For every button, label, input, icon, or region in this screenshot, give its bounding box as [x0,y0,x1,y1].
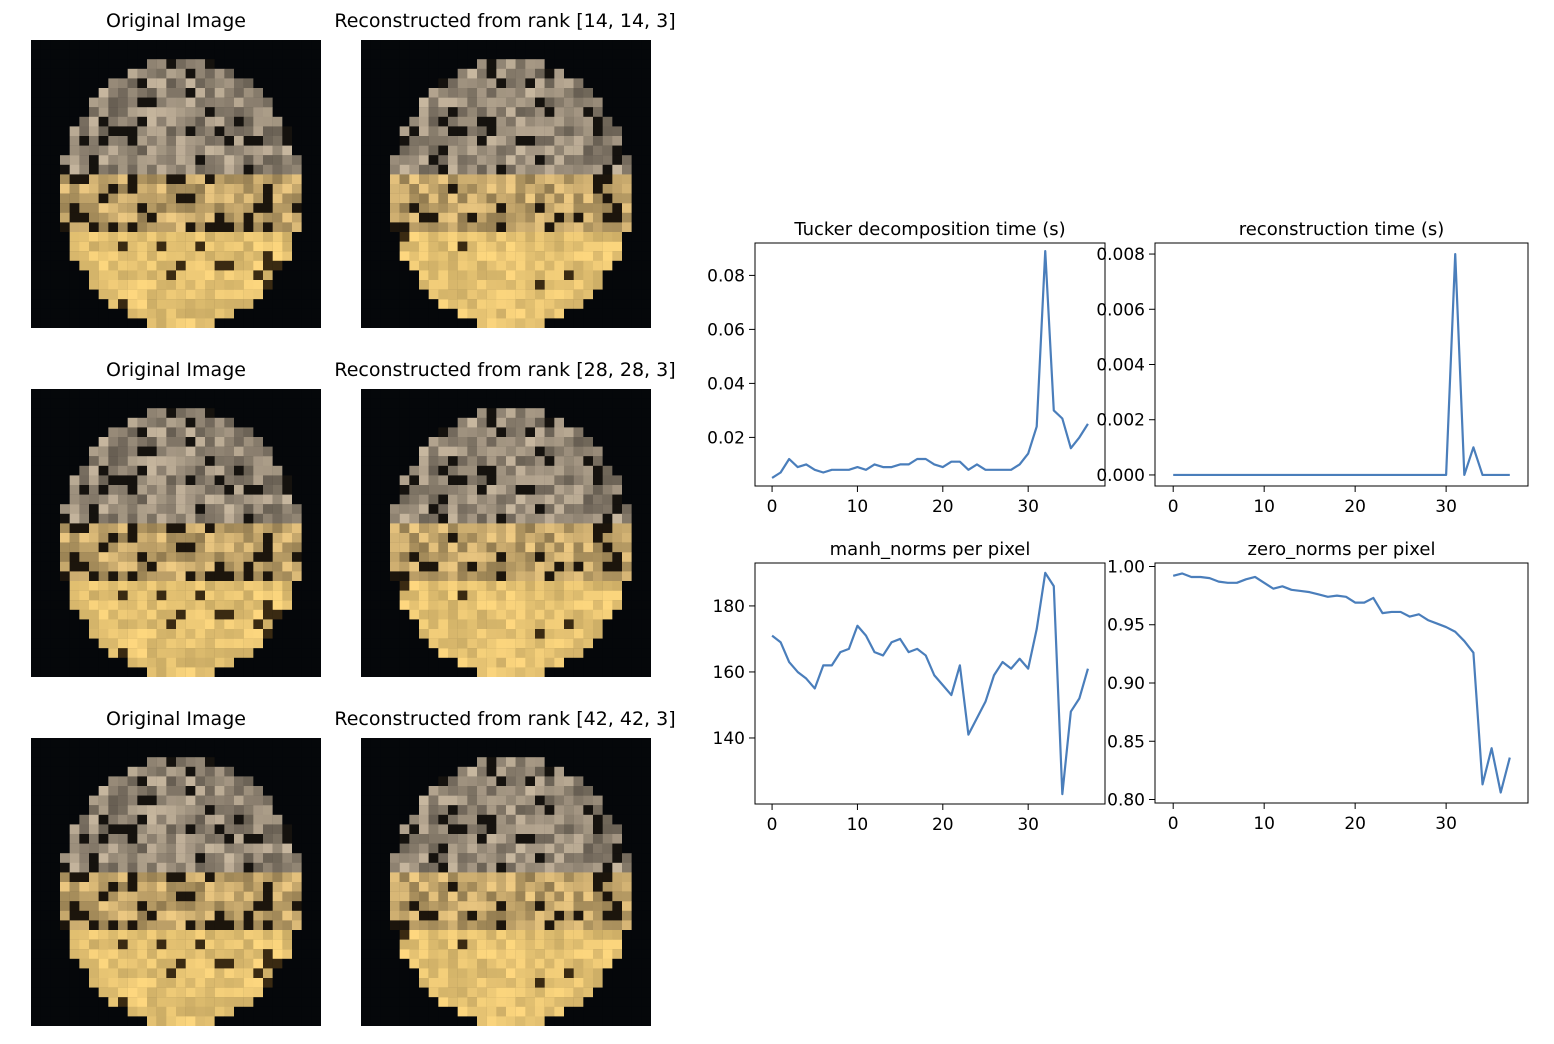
plot-frame [1154,562,1529,804]
original-image-1 [31,40,321,328]
series-line [1173,252,1510,477]
y-tick-label: 0.004 [1096,356,1145,376]
y-tick-label: 1.00 [1107,557,1145,577]
series-line [771,571,1089,796]
original-image-title-3: Original Image [106,708,246,730]
thumbnail-pixels [31,738,321,1026]
y-tick-label: 0.80 [1107,791,1145,811]
original-image-title-2: Original Image [106,359,246,381]
y-tick-label: 0.02 [707,428,745,448]
reconstructed-image-title-2: Reconstructed from rank [28, 28, 3] [334,359,676,381]
reconstructed-image-title-3: Reconstructed from rank [42, 42, 3] [334,708,676,730]
thumbnail-pixels [361,738,651,1026]
x-tick-label: 0 [1168,497,1179,517]
y-tick-label: 160 [713,663,745,683]
y-tick-label: 0.08 [707,266,745,286]
x-tick-label: 20 [1344,497,1366,517]
reconstructed-image-3 [361,738,651,1026]
y-tick-label: 0.95 [1107,616,1145,636]
y-tick-label: 0.04 [707,374,745,394]
manh-norms-plot: manh_norms per pixel 0 10 20 30 140 160 180 [713,539,1106,835]
thumbnail-pixels [31,40,321,328]
y-tick-label: 0.002 [1096,411,1145,431]
x-tick-label: 0 [1168,814,1179,834]
y-tick-label: 0.06 [707,320,745,340]
plot-frame [754,242,1106,487]
x-tick-label: 20 [932,815,954,835]
thumbnail-pixels [31,389,321,677]
chart-title: Tucker decomposition time (s) [793,219,1065,240]
original-image-2 [31,389,321,677]
series-line [771,249,1089,479]
plot-frame [754,562,1106,805]
reconstruction-time-plot: reconstruction time (s) 0 10 20 30 0.000 0.002… [1096,219,1529,517]
x-tick-label: 30 [1017,815,1039,835]
x-tick-label: 10 [1253,814,1275,834]
reconstructed-image-1 [361,40,651,328]
x-tick-label: 30 [1435,814,1457,834]
tucker-time-plot: Tucker decomposition time (s) 0 10 20 30 0.02… [707,219,1106,517]
y-tick-label: 0.006 [1096,300,1145,320]
x-tick-label: 0 [767,497,778,517]
y-tick-label: 180 [713,597,745,617]
x-tick-label: 10 [847,497,869,517]
x-tick-label: 30 [1435,497,1457,517]
plot-frame [1154,242,1529,487]
reconstructed-image-title-1: Reconstructed from rank [14, 14, 3] [334,10,676,32]
chart-title: manh_norms per pixel [830,539,1031,560]
y-tick-label: 140 [713,729,745,749]
x-tick-label: 30 [1017,497,1039,517]
series-line [1172,572,1511,794]
chart-title: reconstruction time (s) [1239,219,1445,240]
x-tick-label: 10 [847,815,869,835]
y-tick-label: 0.008 [1096,245,1145,265]
thumbnail-pixels [361,389,651,677]
original-image-3 [31,738,321,1026]
reconstructed-image-2 [361,389,651,677]
x-tick-label: 10 [1253,497,1275,517]
y-tick-label: 0.90 [1107,674,1145,694]
y-tick-label: 0.000 [1096,466,1145,486]
zero-norms-plot: zero_norms per pixel 0 10 20 30 0.80 0.85 0.90 0… [1107,539,1529,834]
chart-title: zero_norms per pixel [1248,539,1436,560]
y-tick-label: 0.85 [1107,732,1145,752]
thumbnail-pixels [361,40,651,328]
x-tick-label: 20 [1344,814,1366,834]
x-tick-label: 20 [932,497,954,517]
x-tick-label: 0 [767,815,778,835]
original-image-title-1: Original Image [106,10,246,32]
